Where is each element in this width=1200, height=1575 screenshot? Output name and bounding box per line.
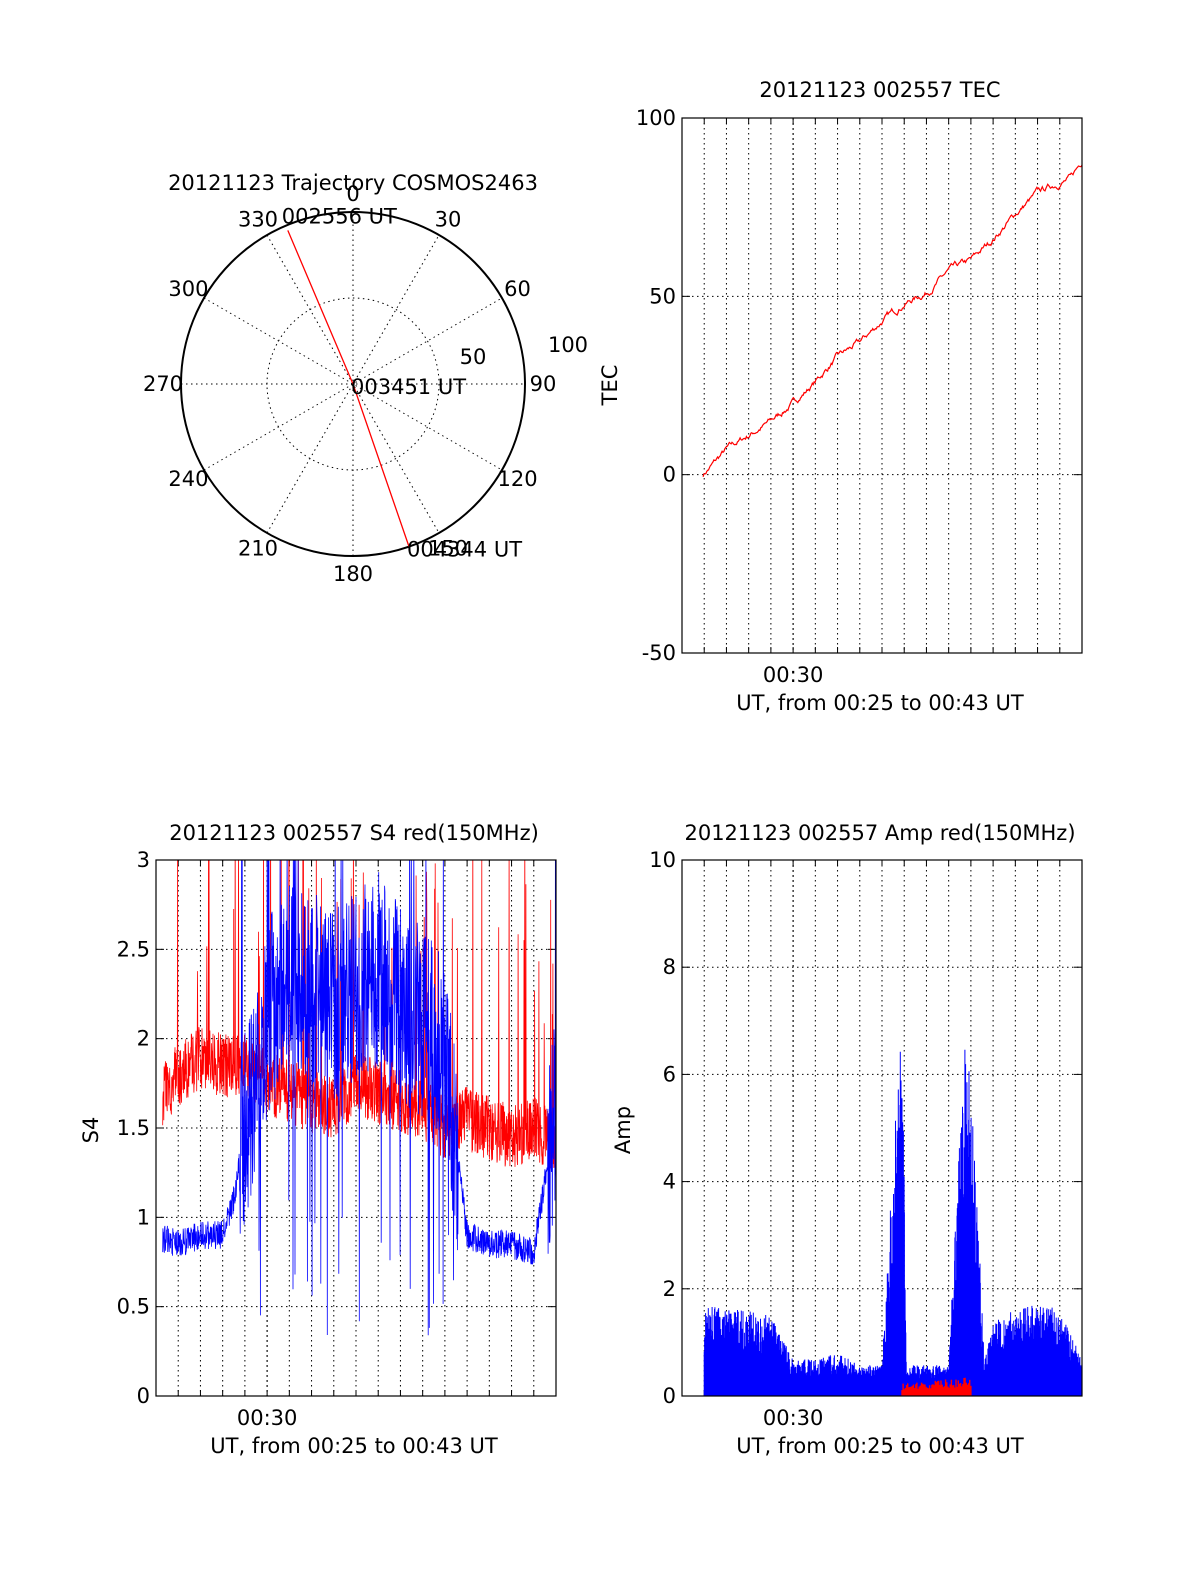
polar-azimuth-label: 120 xyxy=(497,467,537,491)
trajectory-time-label: 004344 UT xyxy=(407,538,522,562)
amp-ytick-label: 8 xyxy=(663,955,676,979)
amp-xtick-label: 00:30 xyxy=(763,1406,824,1430)
polar-azimuth-label: 330 xyxy=(238,207,278,231)
s4-y-axis-label: S4 xyxy=(79,1117,103,1144)
amp-plot-frame xyxy=(681,859,1083,1397)
polar-azimuth-label: 210 xyxy=(238,537,278,561)
polar-azimuth-label: 150 xyxy=(428,537,468,561)
trajectory-time-label: 002556 UT xyxy=(282,204,397,228)
s4-ytick-label: 3 xyxy=(137,848,150,872)
amp-ytick-label: 10 xyxy=(649,848,676,872)
s4-ytick-label: 1 xyxy=(137,1205,150,1229)
trajectory-time-label: 003451 UT xyxy=(351,375,466,399)
polar-azimuth-label: 60 xyxy=(504,277,531,301)
tec-y-axis-label: TEC xyxy=(598,365,622,407)
polar-radial-label: 50 xyxy=(460,345,487,369)
amp-ytick-label: 0 xyxy=(663,1384,676,1408)
s4-ytick-label: 2.5 xyxy=(117,937,150,961)
s4-title: 20121123 002557 S4 red(150MHz) xyxy=(169,821,539,845)
tec-series-line xyxy=(702,164,1082,477)
polar-azimuth-label: 240 xyxy=(168,467,208,491)
amp-y-axis-label: Amp xyxy=(611,1106,635,1154)
amp-ytick-label: 4 xyxy=(663,1170,676,1194)
amp-x-axis-label: UT, from 00:25 to 00:43 UT xyxy=(736,1434,1024,1458)
amp-red-series xyxy=(901,1377,972,1396)
trajectory-title: 20121123 Trajectory COSMOS2463 xyxy=(168,171,538,195)
amp-blue-series xyxy=(703,1049,1082,1396)
polar-azimuth-label: 30 xyxy=(435,207,462,231)
amp-ytick-label: 2 xyxy=(663,1277,676,1301)
tec-xtick-label: 00:30 xyxy=(763,663,824,687)
amp-title: 20121123 002557 Amp red(150MHz) xyxy=(684,821,1075,845)
trajectory-line xyxy=(287,230,410,547)
s4-x-axis-label: UT, from 00:25 to 00:43 UT xyxy=(210,1434,498,1458)
tec-x-axis-label: UT, from 00:25 to 00:43 UT xyxy=(736,691,1024,715)
tec-ytick-label: -50 xyxy=(642,641,676,665)
s4-chart: 20121123 002557 S4 red(150MHz) 0 0.5 1 1.5 2… xyxy=(79,821,557,1458)
tec-chart: 20121123 002557 TEC -50 0 50 100 00:30 TEC U… xyxy=(598,78,1083,715)
tec-plot-frame xyxy=(681,117,1083,654)
amp-chart: 20121123 002557 Amp red(150MHz) 0 2 4 6 8 10 0… xyxy=(611,821,1083,1458)
tec-ytick-label: 100 xyxy=(636,106,676,130)
s4-ytick-label: 0.5 xyxy=(117,1295,150,1319)
polar-azimuth-label: 0 xyxy=(346,182,359,206)
polar-azimuth-label: 300 xyxy=(168,277,208,301)
tec-ytick-label: 50 xyxy=(649,284,676,308)
s4-ytick-label: 2 xyxy=(137,1027,150,1051)
s4-ytick-label: 1.5 xyxy=(117,1116,150,1140)
polar-radial-label: 100 xyxy=(548,333,588,357)
polar-azimuth-label: 90 xyxy=(530,372,557,396)
tec-title: 20121123 002557 TEC xyxy=(759,78,1000,102)
s4-blue-series xyxy=(162,860,556,1336)
s4-ytick-label: 0 xyxy=(137,1384,150,1408)
polar-inner-circle xyxy=(266,297,440,471)
tec-ytick-label: 0 xyxy=(663,463,676,487)
polar-azimuth-label: 180 xyxy=(333,562,373,586)
s4-plot-frame xyxy=(155,859,557,1397)
trajectory-polar-chart: 20121123 Trajectory COSMOS2463 0 30 60 90 12… xyxy=(143,171,588,586)
s4-xtick-label: 00:30 xyxy=(237,1406,298,1430)
polar-azimuth-label: 270 xyxy=(143,372,183,396)
amp-ytick-label: 6 xyxy=(663,1062,676,1086)
